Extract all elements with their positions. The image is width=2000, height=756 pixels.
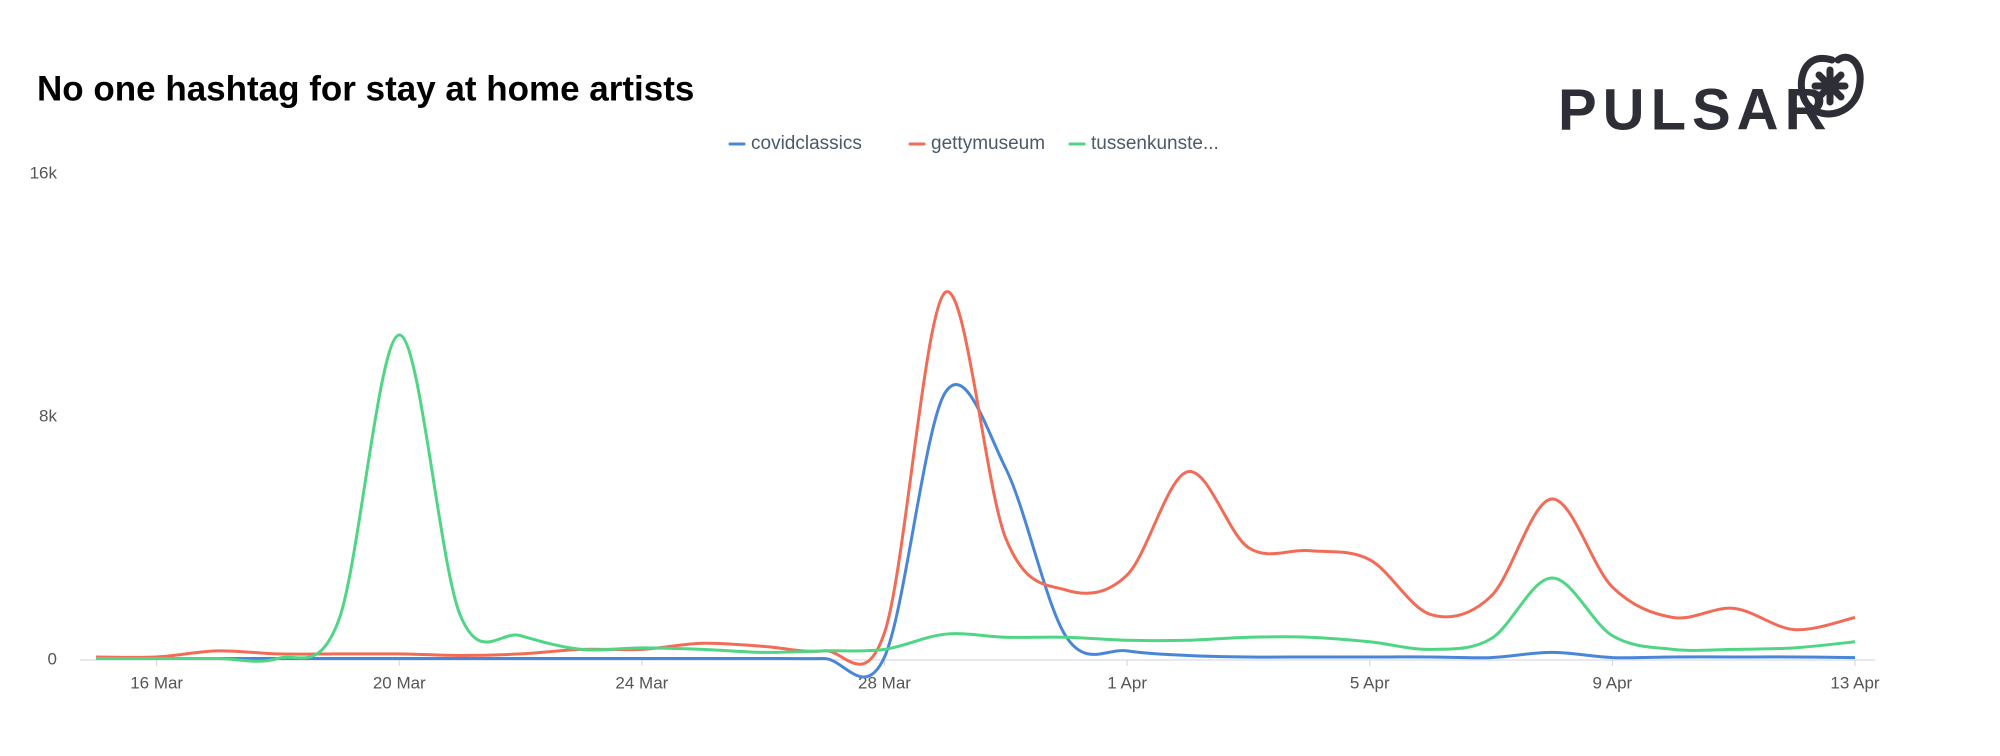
x-tick-label: 13 Apr	[1830, 673, 1879, 692]
y-tick-label: 0	[48, 649, 57, 668]
legend-label: gettymuseum	[931, 133, 1045, 154]
series-line	[96, 383, 1856, 679]
y-tick-label: 8k	[39, 406, 57, 425]
x-tick-label: 1 Apr	[1107, 673, 1147, 692]
x-tick-label: 16 Mar	[130, 673, 183, 692]
y-tick-label: 16k	[30, 163, 58, 182]
x-tick-label: 9 Apr	[1593, 673, 1633, 692]
brand-logo-text: PULSAR	[1558, 77, 1832, 142]
series-line	[95, 290, 1856, 666]
x-tick-label: 20 Mar	[373, 673, 426, 692]
x-tick-label: 24 Mar	[615, 673, 668, 692]
legend-label: covidclassics	[751, 133, 862, 154]
chart-title: No one hashtag for stay at home artists	[37, 69, 694, 108]
x-tick-label: 28 Mar	[858, 673, 911, 692]
legend-label: tussenkunste...	[1091, 133, 1219, 154]
x-tick-label: 5 Apr	[1350, 673, 1390, 692]
brand-logo-icon	[1797, 53, 1864, 118]
series-line	[96, 333, 1856, 663]
